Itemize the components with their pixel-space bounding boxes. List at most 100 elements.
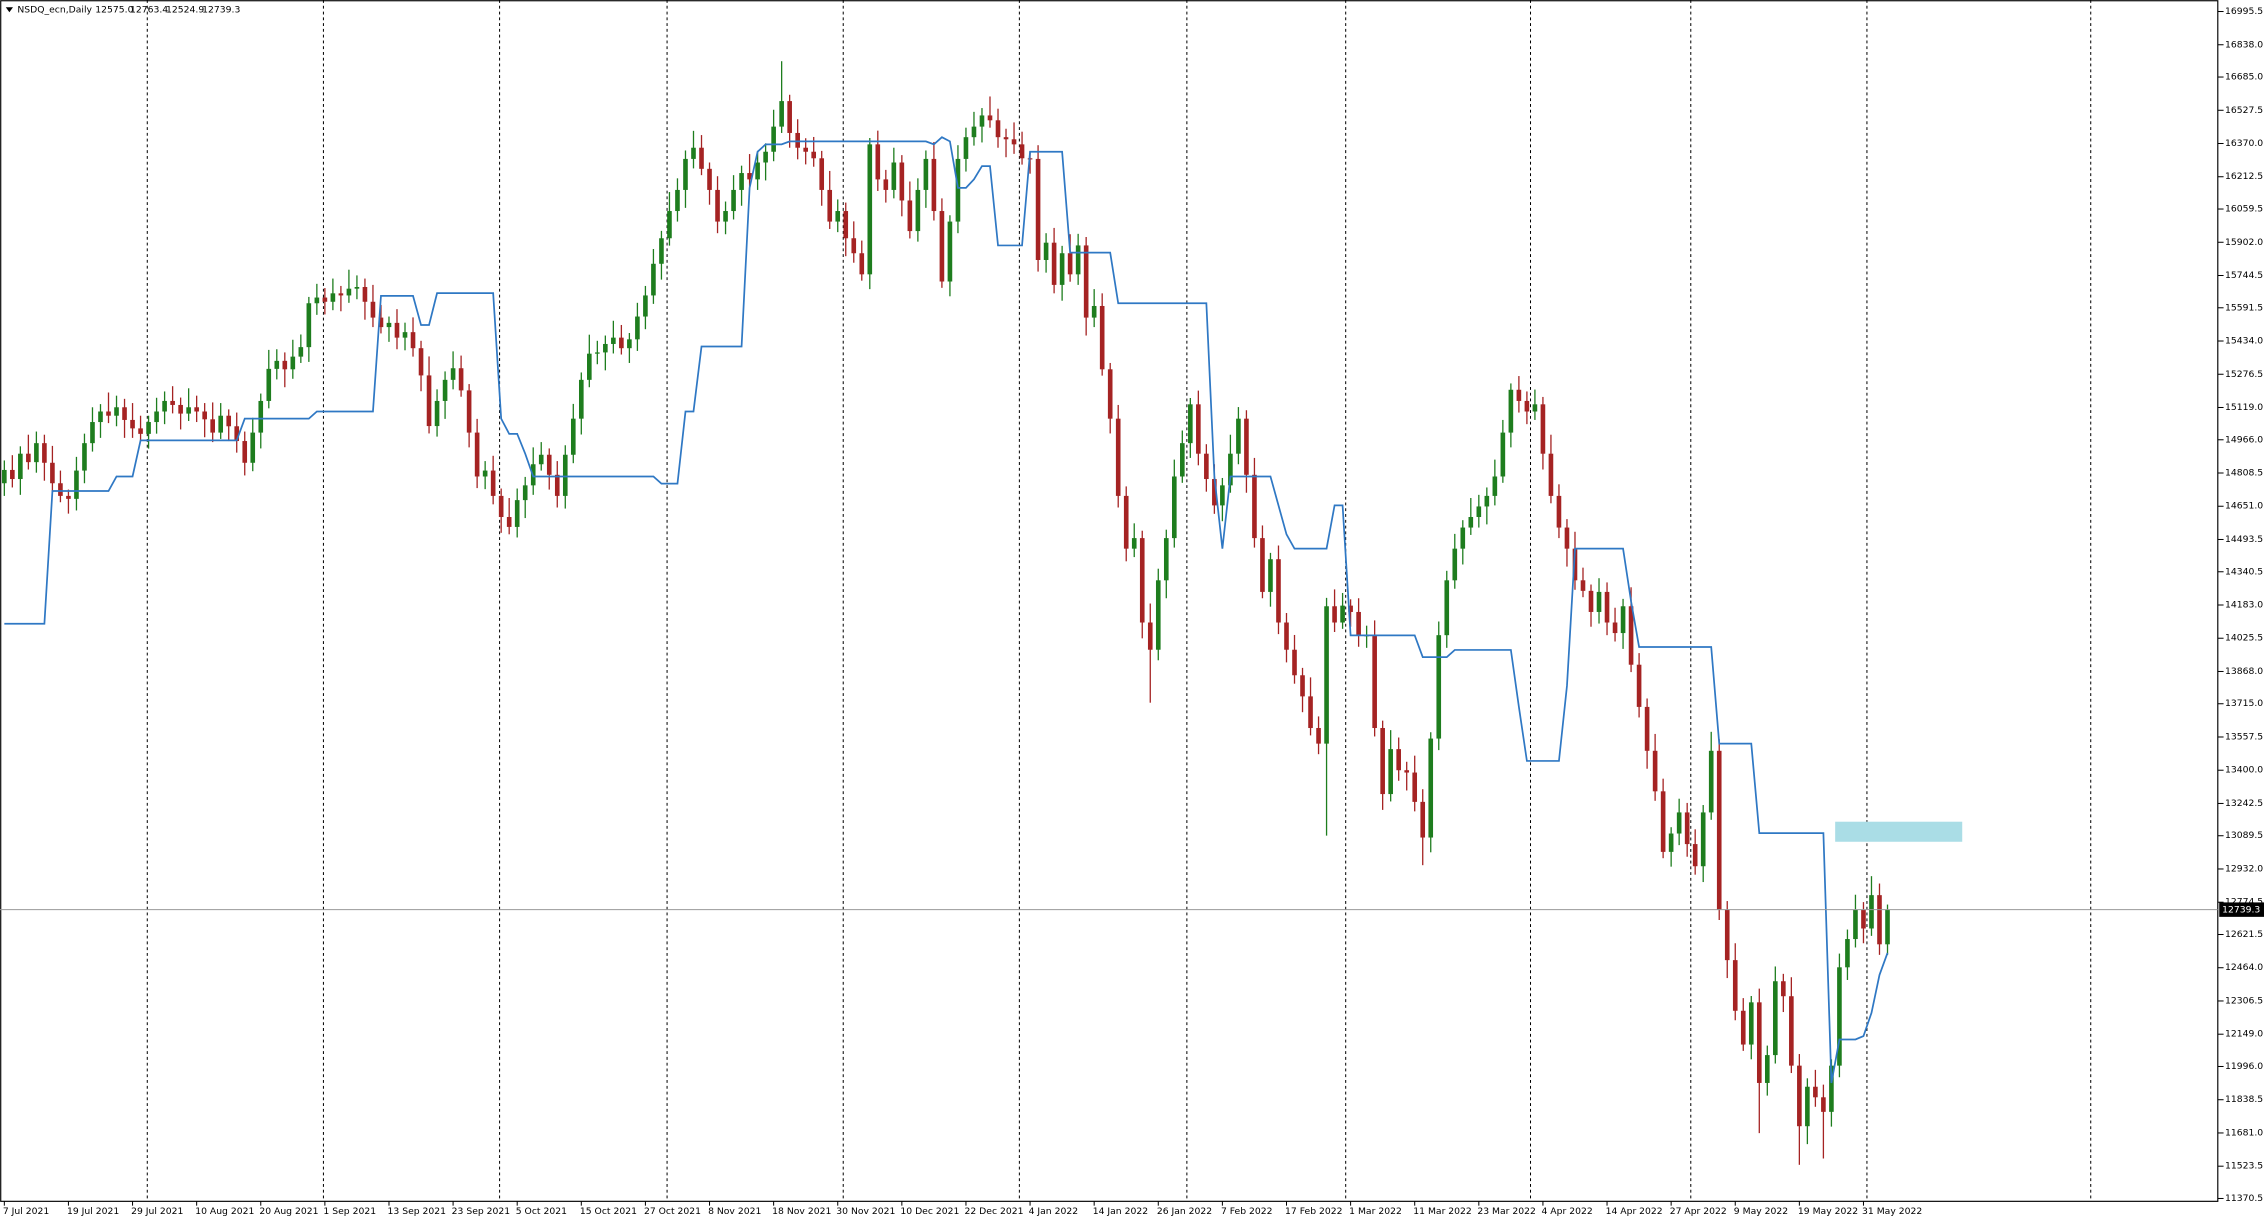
candle-body [1524, 400, 1530, 412]
candle-body [907, 200, 913, 232]
y-tick-label: 16212.5 [2225, 171, 2263, 182]
candle-body [963, 137, 969, 159]
candle-body [1131, 538, 1137, 549]
candle-body [1460, 527, 1466, 549]
candle-body [210, 419, 215, 433]
candle-body [739, 173, 744, 190]
candle-body [699, 147, 704, 169]
x-tick-label: 23 Sep 2021 [452, 1206, 511, 1217]
x-tick-label: 14 Apr 2022 [1606, 1206, 1663, 1217]
candle-body [1564, 527, 1570, 549]
x-tick-label: 11 Mar 2022 [1413, 1206, 1472, 1217]
candle-body [282, 360, 288, 370]
candle-body [1853, 909, 1858, 940]
candle-body [1516, 389, 1522, 401]
month-separators [146, 0, 2092, 1202]
y-tick-label: 16059.5 [2225, 204, 2263, 215]
candle-body [1692, 844, 1698, 867]
candle-body [538, 454, 544, 465]
candle-body [1668, 833, 1674, 852]
candle-body [731, 189, 736, 212]
candle-body [1396, 749, 1401, 771]
y-tick-label: 12932.0 [2225, 863, 2263, 874]
candle-body [42, 443, 47, 463]
candle-body [1781, 981, 1786, 997]
candle-body [1228, 453, 1233, 486]
candle-body [1196, 404, 1201, 454]
candle-body [1532, 404, 1538, 412]
candle-body [1284, 622, 1289, 650]
y-tick-label: 13242.5 [2225, 798, 2263, 809]
candle-body [667, 211, 672, 239]
y-tick-label: 13868.0 [2225, 666, 2263, 677]
y-tick-label: 15276.5 [2225, 369, 2263, 380]
candle-body [362, 286, 368, 302]
candle-body [1420, 801, 1426, 838]
menu-triangle[interactable] [5, 7, 13, 13]
x-tick-label: 1 Sep 2021 [323, 1206, 376, 1217]
candle-body [1059, 253, 1065, 285]
candle-body [1324, 606, 1329, 744]
candle-body [98, 411, 103, 423]
candle-body [659, 238, 664, 264]
candle-body [154, 411, 159, 423]
candle-body [1877, 895, 1882, 945]
y-tick-label: 13400.0 [2225, 765, 2263, 776]
candle-body [1580, 580, 1586, 591]
candle-body [426, 375, 432, 427]
candle-body [875, 144, 881, 180]
candle-body [1652, 750, 1658, 792]
candle-body [611, 337, 616, 344]
candle-body [202, 411, 207, 420]
header-close: 12739.3 [202, 5, 240, 16]
candle-body [643, 295, 648, 317]
candle-body [923, 158, 929, 190]
x-tick-label: 18 Nov 2021 [772, 1206, 831, 1217]
x-tick-label: 29 Jul 2021 [131, 1206, 183, 1217]
candle-body [931, 158, 937, 212]
x-tick-label: 1 Mar 2022 [1349, 1206, 1402, 1217]
candle-body [458, 368, 464, 391]
candle-body [1075, 245, 1081, 275]
x-tick-label: 4 Jan 2022 [1029, 1206, 1078, 1217]
candle-body [290, 356, 296, 370]
y-tick-label: 14808.5 [2225, 468, 2263, 479]
candle-body [979, 115, 985, 127]
candle-body [883, 179, 889, 190]
candle-body [1436, 635, 1442, 739]
candle-body [1372, 635, 1377, 729]
candle-body [1845, 939, 1850, 968]
x-tick-label: 26 Jan 2022 [1157, 1206, 1212, 1217]
candle-body [1003, 137, 1009, 140]
candle-body [675, 189, 680, 212]
candle-body [1099, 305, 1105, 370]
candle-body [1789, 996, 1794, 1066]
candle-body [1067, 253, 1073, 275]
candle-body [811, 151, 817, 159]
candle-body [1644, 706, 1650, 751]
x-tick-label: 27 Oct 2021 [644, 1206, 701, 1217]
x-tick-label: 22 Dec 2021 [965, 1206, 1024, 1217]
candle-body [1500, 432, 1506, 477]
candle-body [226, 415, 232, 427]
header-open: 12575.0 [95, 5, 133, 16]
candle-body [1252, 474, 1257, 539]
y-tick-label: 12464.0 [2225, 962, 2263, 973]
candle-body [578, 379, 584, 419]
candle-body [474, 432, 480, 477]
candle-body [1043, 242, 1049, 260]
candle-body [587, 353, 592, 380]
candle-body [1869, 895, 1874, 929]
candle-body [1107, 369, 1113, 419]
candle-body [995, 120, 1001, 138]
candle-body [843, 211, 849, 239]
candle-body [354, 286, 360, 289]
candle-body [34, 443, 39, 463]
candle-body [1837, 967, 1842, 1066]
x-tick-label: 19 May 2022 [1798, 1206, 1858, 1217]
price-zone [1835, 821, 1963, 842]
candle-body [1188, 404, 1193, 444]
x-tick-label: 20 Aug 2021 [259, 1206, 318, 1217]
candle-body [1316, 728, 1321, 744]
candle-body [1444, 580, 1450, 636]
